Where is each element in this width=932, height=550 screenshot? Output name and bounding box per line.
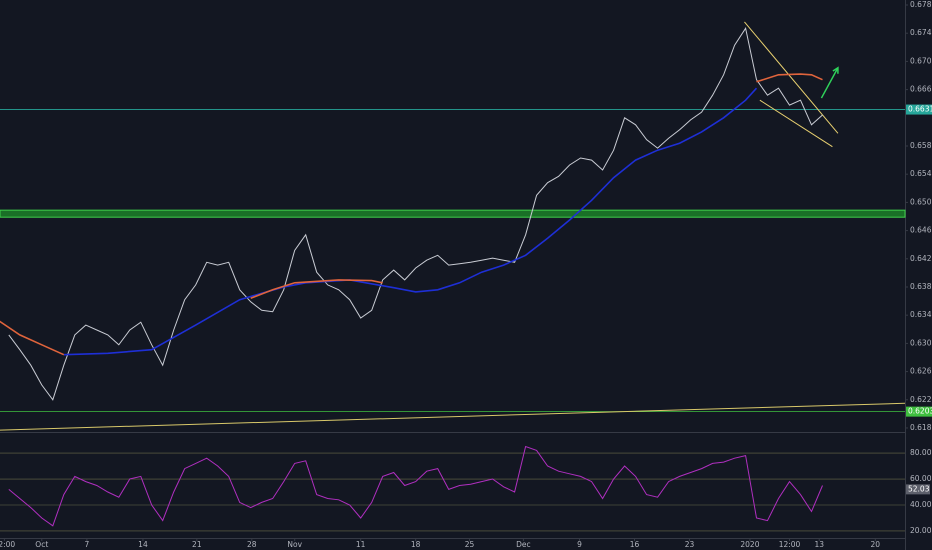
y-tick-label: 0.67000 — [910, 56, 932, 65]
y-tick-label: 0.63000 — [910, 338, 932, 347]
x-tick-label: 2020 — [740, 540, 759, 549]
x-tick-label: 20 — [871, 540, 881, 549]
trend-line — [0, 402, 906, 431]
price-label-box — [906, 406, 932, 417]
x-tick-label: 12:00 — [779, 540, 801, 549]
x-tick-label: 16 — [630, 540, 640, 549]
y-tick-label: 0.63400 — [910, 310, 932, 319]
zone — [0, 209, 906, 218]
price-label: 0.66317 — [908, 105, 932, 114]
y-tick-label: 0.65800 — [910, 141, 932, 150]
price-label-box — [906, 104, 932, 115]
x-tick-label: Nov — [287, 540, 302, 549]
y-tick-label: 0.61800 — [910, 423, 932, 432]
y-tick-label: 0.65400 — [910, 169, 932, 178]
value-label-box — [906, 484, 930, 495]
x-tick-label: 7 — [84, 540, 89, 549]
y-tick-label: 80.00 — [910, 448, 932, 457]
series-line — [8, 27, 823, 401]
x-tick-label: Dec — [516, 540, 531, 549]
value-label: 52.03 — [908, 484, 930, 493]
x-tick-label: 28 — [247, 540, 257, 549]
x-tick-label: 14 — [138, 540, 148, 549]
y-tick-label: 0.64200 — [910, 254, 932, 263]
x-tick-label: 21 — [192, 540, 202, 549]
x-tick-label: 12:00 — [0, 540, 15, 549]
y-tick-label: 0.66600 — [910, 85, 932, 94]
y-tick-label: 0.65000 — [910, 197, 932, 206]
price-label: 0.62032 — [908, 407, 932, 416]
x-tick-label: 9 — [577, 540, 582, 549]
y-tick-label: 0.67800 — [910, 0, 932, 9]
x-tick-label: 11 — [356, 540, 366, 549]
y-tick-label: 40.00 — [910, 500, 932, 509]
y-tick-label: 0.64600 — [910, 226, 932, 235]
y-tick-label: 0.62600 — [910, 367, 932, 376]
x-tick-label: 13 — [814, 540, 824, 549]
x-tick-label: 18 — [411, 540, 421, 549]
y-tick-label: 0.67400 — [910, 28, 932, 37]
x-tick-label: Oct — [35, 540, 48, 549]
y-tick-label: 0.63800 — [910, 282, 932, 291]
trend-line — [759, 99, 833, 148]
x-tick-label: 23 — [685, 540, 695, 549]
arrow-head — [832, 66, 839, 74]
y-tick-label: 60.00 — [910, 474, 932, 483]
y-tick-label: 20.00 — [910, 526, 932, 535]
series-line — [0, 73, 823, 356]
x-tick-label: 25 — [465, 540, 475, 549]
arrow — [820, 67, 839, 99]
trend-line — [744, 21, 839, 134]
series-line — [63, 87, 758, 356]
y-tick-label: 0.62200 — [910, 395, 932, 404]
series-line — [8, 445, 823, 527]
